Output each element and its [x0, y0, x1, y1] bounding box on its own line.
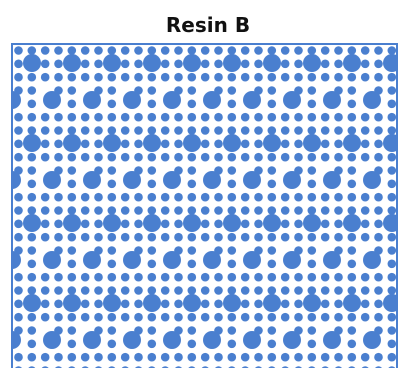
- title: Resin B: [166, 13, 250, 37]
- container-border: [11, 43, 398, 368]
- resin-beads: [13, 45, 397, 368]
